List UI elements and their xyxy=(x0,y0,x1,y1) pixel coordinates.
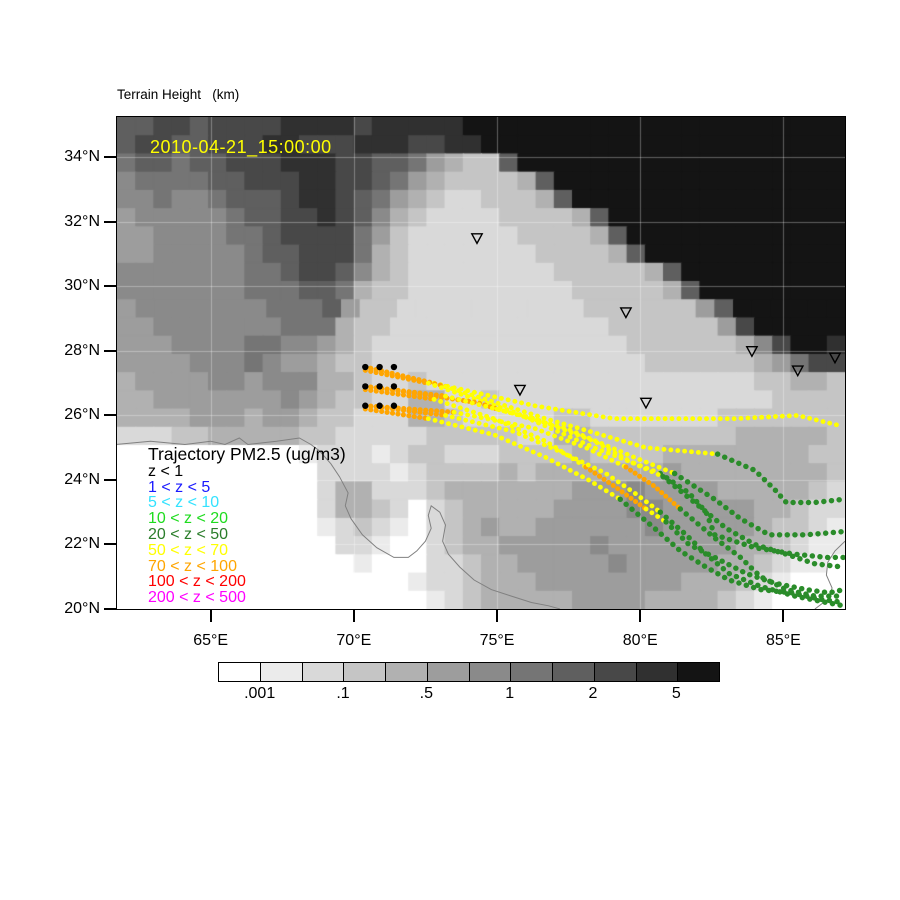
trajectory-overlay xyxy=(117,233,845,609)
colorbar-cell xyxy=(469,663,512,681)
lat-tick-label: 30°N xyxy=(64,277,100,295)
coastline xyxy=(117,437,561,609)
site-triangle-icon xyxy=(639,397,653,410)
source-dot xyxy=(362,402,369,409)
lat-tick-label: 22°N xyxy=(64,535,100,553)
trajectory-path xyxy=(714,451,845,506)
legend-item: 100 < z < 200 xyxy=(148,573,246,591)
colorbar-tick-label: 2 xyxy=(588,685,598,702)
colorbar-tick-label: 5 xyxy=(671,685,681,702)
trajectory-path xyxy=(362,387,437,402)
trajectory-path xyxy=(425,416,623,502)
legend-item: 70 < z < 100 xyxy=(148,557,237,575)
lon-tick-label: 65°E xyxy=(193,632,229,649)
terrain-colorbar xyxy=(218,662,720,682)
colorbar-cell xyxy=(636,663,679,681)
lat-tick-mark xyxy=(104,220,117,223)
colorbar-cell xyxy=(386,663,428,681)
lon-tick-label: 70°E xyxy=(336,632,372,649)
trajectory-path xyxy=(623,464,683,512)
lat-tick-label: 34°N xyxy=(64,148,100,166)
site-triangle-icon xyxy=(470,233,484,245)
lat-tick-mark xyxy=(104,414,117,417)
source-dot xyxy=(362,383,369,390)
colorbar-cell xyxy=(427,663,470,681)
lon-tick-mark xyxy=(639,610,642,622)
trajectory-path xyxy=(617,496,845,606)
plot-title: Terrain Height (km) xyxy=(117,87,240,102)
trajectory-path xyxy=(431,380,841,428)
lat-tick-label: 28°N xyxy=(64,341,100,359)
site-triangle-icon xyxy=(619,307,633,320)
trajectory-path xyxy=(643,506,669,525)
lat-tick-mark xyxy=(104,349,117,352)
colorbar-cell xyxy=(511,663,553,681)
lat-tick-mark xyxy=(104,478,117,481)
colorbar-tick-label: .5 xyxy=(419,685,433,702)
lon-tick-label: 75°E xyxy=(479,632,515,649)
lat-tick-mark xyxy=(104,543,117,546)
lon-tick-label: 85°E xyxy=(765,632,801,649)
trajectory-path xyxy=(663,519,845,596)
legend-item: 1 < z < 5 xyxy=(148,478,211,496)
site-triangle-icon xyxy=(745,346,759,358)
legend-item: 5 < z < 10 xyxy=(148,494,220,512)
lat-tick-label: 32°N xyxy=(64,212,100,230)
site-triangle-icon xyxy=(513,384,527,397)
lat-tick-label: 24°N xyxy=(64,470,100,488)
lat-tick-label: 26°N xyxy=(64,406,100,424)
lon-tick-mark xyxy=(352,610,355,622)
legend-item: 10 < z < 20 xyxy=(148,510,229,528)
legend-item: z < 1 xyxy=(148,462,184,480)
trajectory-path xyxy=(362,367,431,386)
source-dot xyxy=(376,363,383,371)
colorbar-tick-label: 1 xyxy=(505,685,515,702)
trajectory-path xyxy=(657,509,845,609)
trajectory-path xyxy=(443,393,666,480)
trajectory-path xyxy=(583,464,649,512)
source-dot xyxy=(390,383,398,390)
colorbar-tick-label: .1 xyxy=(336,685,350,702)
legend-item: 50 < z < 70 xyxy=(148,541,229,559)
lon-tick-label: 80°E xyxy=(622,632,658,649)
lat-tick-mark xyxy=(104,156,117,159)
trajectory-path xyxy=(671,470,845,538)
trajectory-path xyxy=(494,406,677,476)
lon-tick-mark xyxy=(496,610,499,622)
source-dot xyxy=(362,363,369,371)
legend-item: 20 < z < 50 xyxy=(148,525,229,543)
colorbar-cell xyxy=(344,663,386,681)
trajectory-path xyxy=(362,406,431,422)
source-dot xyxy=(376,402,383,409)
legend-item: 200 < z < 500 xyxy=(148,589,246,607)
map-plot-area: 2010-04-21_15:00:00 Trajectory PM2.5 (ug… xyxy=(117,117,845,609)
lat-tick-label: 20°N xyxy=(64,600,100,617)
colorbar-cell xyxy=(553,663,595,681)
trajectory-path xyxy=(660,474,845,570)
source-dot xyxy=(376,383,383,390)
lat-tick-mark xyxy=(104,285,117,288)
colorbar-cell xyxy=(260,663,303,681)
trajectory-path xyxy=(443,383,720,457)
trajectory-path xyxy=(451,409,629,470)
timestamp-label: 2010-04-21_15:00:00 xyxy=(150,137,332,157)
site-triangle-icon xyxy=(828,352,842,365)
trajectory-path xyxy=(657,470,845,561)
legend-title: Trajectory PM2.5 (ug/m3) xyxy=(148,444,346,464)
trajectory-path xyxy=(431,396,589,470)
colorbar-cell xyxy=(302,663,345,681)
lon-tick-mark xyxy=(782,610,785,622)
colorbar-cell xyxy=(678,663,719,681)
source-dot xyxy=(390,402,398,409)
lon-tick-mark xyxy=(209,610,212,622)
lat-tick-mark xyxy=(104,608,117,610)
source-dot xyxy=(390,363,398,371)
colorbar-cell xyxy=(594,663,637,681)
colorbar-cell xyxy=(219,663,261,681)
colorbar-tick-label: .001 xyxy=(244,685,276,702)
site-triangle-icon xyxy=(791,365,805,378)
